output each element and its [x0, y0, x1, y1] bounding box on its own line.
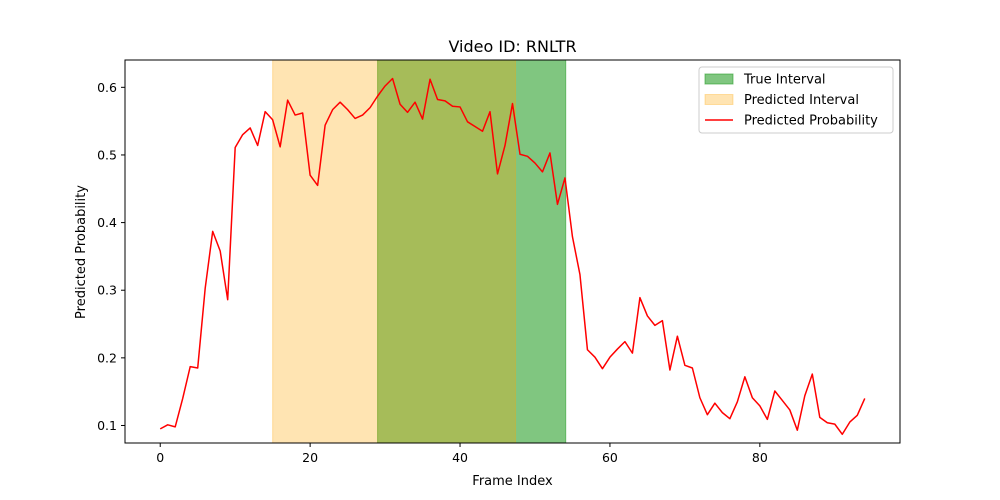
y-axis-label: Predicted Probability — [74, 185, 89, 319]
series-line-0 — [159, 77, 866, 436]
legend-label-0: True Interval — [743, 73, 826, 88]
series-layer — [159, 77, 866, 436]
legend-label-2: Predicted Probability — [744, 114, 878, 129]
x-tick-label: 60 — [602, 450, 618, 465]
x-axis: 0 20 40 60 80 — [156, 443, 768, 465]
legend-swatch-1 — [704, 94, 734, 105]
chart-title: Video ID: RNLTR — [448, 37, 576, 56]
plot-frame — [124, 59, 901, 444]
y-tick-label: 0.4 — [97, 215, 117, 230]
interval-spans — [272, 59, 567, 444]
legend-box — [698, 66, 894, 134]
y-tick-label: 0.5 — [97, 147, 117, 162]
legend: True Interval Predicted Interval Predicted… — [698, 66, 894, 134]
x-axis-label: Frame Index — [472, 474, 553, 489]
x-tick-label: 0 — [156, 450, 164, 465]
interval-span-1 — [272, 59, 516, 444]
x-tick-label: 40 — [452, 450, 468, 465]
y-tick-label: 0.6 — [97, 80, 117, 95]
x-tick-label: 20 — [302, 450, 318, 465]
y-tick-label: 0.3 — [97, 283, 117, 298]
x-tick-label: 80 — [752, 450, 768, 465]
legend-swatch-0 — [704, 73, 734, 85]
y-tick-label: 0.1 — [97, 418, 117, 433]
y-axis: 0.1 0.2 0.3 0.4 0.5 0.6 — [97, 80, 125, 433]
y-tick-label: 0.2 — [97, 350, 117, 365]
legend-label-1: Predicted Interval — [744, 93, 859, 108]
